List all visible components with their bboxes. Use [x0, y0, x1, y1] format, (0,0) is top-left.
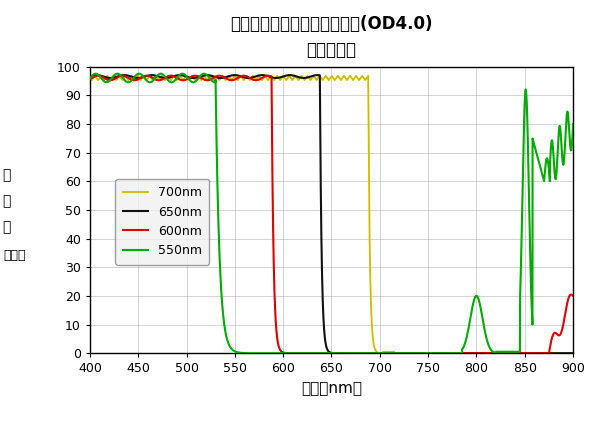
- 600nm: [86, 76, 94, 82]
- 650nm: [174, 73, 181, 78]
- 550nm: [174, 74, 181, 80]
- 650nm: [332, 350, 339, 356]
- 700nm: [174, 76, 181, 82]
- Legend: 700nm, 650nm, 600nm, 550nm: 700nm, 650nm, 600nm, 550nm: [115, 179, 209, 264]
- 700nm: [447, 350, 454, 356]
- Text: 透: 透: [2, 168, 10, 182]
- 550nm: [569, 121, 577, 126]
- 550nm: [447, 350, 454, 356]
- 700nm: [86, 75, 94, 80]
- 650nm: [271, 75, 278, 80]
- 650nm: [484, 350, 491, 356]
- Line: 700nm: 700nm: [90, 76, 573, 353]
- 700nm: [569, 350, 577, 356]
- 650nm: [259, 73, 266, 78]
- 700nm: [484, 350, 491, 356]
- 650nm: [569, 350, 577, 356]
- 550nm: [179, 71, 186, 76]
- 700nm: [391, 350, 398, 356]
- 600nm: [447, 350, 454, 356]
- 550nm: [484, 339, 491, 344]
- X-axis label: 波長（nm）: 波長（nm）: [301, 381, 362, 396]
- 600nm: [174, 76, 181, 81]
- 550nm: [401, 350, 408, 356]
- 650nm: [447, 350, 454, 356]
- 700nm: [401, 350, 408, 356]
- Text: （％）: （％）: [4, 249, 26, 262]
- 650nm: [401, 350, 408, 356]
- 700nm: [376, 350, 383, 356]
- 600nm: [376, 350, 383, 356]
- 700nm: [271, 77, 278, 82]
- 550nm: [243, 350, 250, 356]
- 600nm: [265, 73, 272, 78]
- 550nm: [271, 350, 278, 356]
- 650nm: [376, 350, 383, 356]
- Text: 過: 過: [2, 194, 10, 208]
- 600nm: [569, 293, 577, 298]
- 600nm: [283, 350, 290, 356]
- 650nm: [86, 74, 94, 79]
- Line: 550nm: 550nm: [90, 74, 573, 353]
- 600nm: [484, 350, 491, 356]
- 600nm: [271, 293, 278, 298]
- 550nm: [86, 76, 94, 81]
- Line: 600nm: 600nm: [90, 76, 573, 353]
- 550nm: [376, 350, 383, 356]
- 700nm: [146, 73, 153, 79]
- 600nm: [401, 350, 408, 356]
- Title: 高性能ショートパスフィルタ(OD4.0)
透過率特性: 高性能ショートパスフィルタ(OD4.0) 透過率特性: [230, 15, 433, 59]
- Text: 率: 率: [2, 220, 10, 234]
- Line: 650nm: 650nm: [90, 75, 573, 353]
